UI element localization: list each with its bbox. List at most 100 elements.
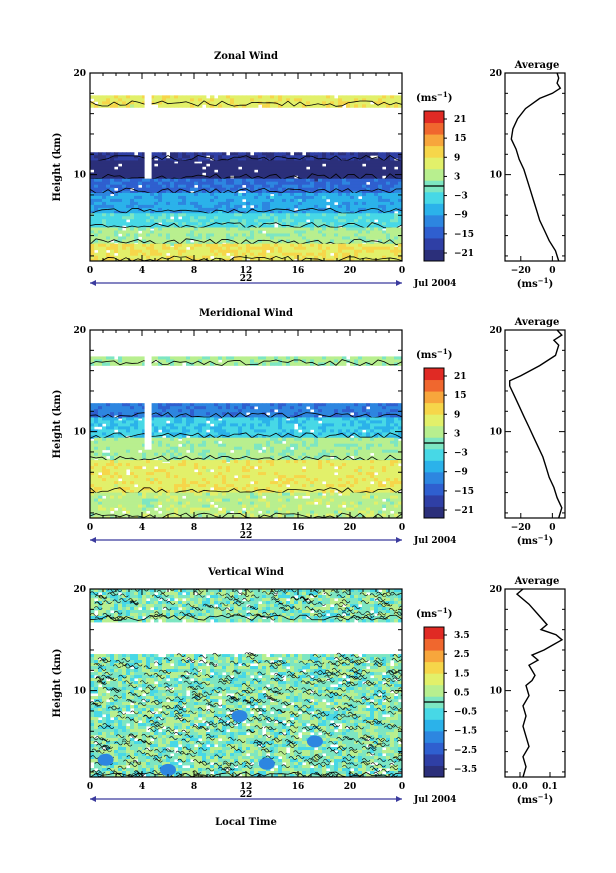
heatmap-cell [166, 426, 171, 430]
heatmap-cell [342, 213, 347, 217]
heatmap-cell [134, 95, 139, 99]
heatmap-cell [342, 152, 347, 156]
heatmap-cell [214, 435, 219, 439]
heatmap-cell [354, 225, 359, 229]
heatmap-cell [238, 201, 243, 206]
heatmap-cell [98, 409, 103, 413]
heatmap-cell [142, 178, 147, 183]
heatmap-cell [154, 406, 159, 410]
heatmap-cell [118, 255, 123, 260]
heatmap-cell [358, 359, 363, 363]
heatmap-cell [274, 230, 279, 234]
heatmap-cell [394, 239, 399, 243]
heatmap-cell [170, 230, 175, 234]
heatmap-cell [134, 160, 139, 164]
heatmap-cell [254, 155, 259, 159]
heatmap-cell [294, 449, 299, 454]
heatmap-cell [166, 432, 171, 436]
heatmap-cell [354, 236, 359, 240]
heatmap-cell [386, 192, 391, 197]
heatmap-cell [386, 169, 391, 173]
heatmap-cell [98, 420, 103, 424]
heatmap-cell [214, 104, 219, 108]
heatmap-cell [250, 166, 255, 170]
heatmap-cell [358, 210, 363, 215]
heatmap-cell [374, 184, 379, 189]
heatmap-cell [350, 195, 355, 200]
heatmap-cell [266, 252, 271, 257]
heatmap-cell [322, 236, 327, 240]
heatmap-cell [362, 98, 367, 102]
heatmap-cell [170, 239, 175, 243]
heatmap-cell [202, 446, 207, 451]
heatmap-cell [206, 417, 211, 421]
heatmap-cell [118, 426, 123, 430]
heatmap-cell [126, 249, 131, 254]
heatmap-cell [94, 435, 99, 439]
heatmap-cell [110, 213, 115, 217]
heatmap-cell [126, 192, 131, 197]
heatmap-cell [374, 190, 379, 195]
heatmap-cell [290, 204, 295, 209]
heatmap-cell [334, 219, 339, 223]
heatmap-cell [142, 152, 147, 156]
heatmap-cell [294, 409, 299, 413]
heatmap-cell [294, 246, 299, 251]
heatmap-cell [158, 155, 163, 159]
heatmap-cell [170, 104, 175, 108]
heatmap-cell [182, 403, 187, 407]
heatmap-cell [342, 236, 347, 240]
heatmap-cell [366, 222, 371, 226]
heatmap-cell [362, 184, 367, 189]
heatmap-cell [298, 207, 303, 212]
heatmap-cell [262, 437, 267, 442]
heatmap-cell [310, 356, 315, 360]
heatmap-cell [238, 255, 243, 260]
heatmap-cell [298, 356, 303, 360]
heatmap-cell [242, 452, 247, 457]
heatmap-cell [282, 449, 287, 454]
heatmap-cell [334, 195, 339, 200]
heatmap-cell [302, 192, 307, 197]
heatmap-cell [178, 417, 183, 421]
heatmap-cell [114, 426, 119, 430]
heatmap-cell [310, 216, 315, 220]
heatmap-cell [362, 169, 367, 173]
heatmap-cell [150, 101, 155, 105]
heatmap-cell [302, 216, 307, 220]
heatmap-cell [222, 163, 227, 167]
heatmap-cell [330, 440, 335, 445]
heatmap-cell [270, 166, 275, 170]
heatmap-cell [214, 423, 219, 427]
heatmap-cell [386, 449, 391, 454]
heatmap-cell [382, 255, 387, 260]
heatmap-cell [258, 258, 263, 261]
heatmap-cell [310, 362, 315, 366]
heatmap-cell [234, 429, 239, 433]
heatmap-cell [362, 204, 367, 209]
heatmap-cell [114, 423, 119, 427]
heatmap-cell [122, 163, 127, 167]
heatmap-cell [310, 204, 315, 209]
heatmap-cell [206, 178, 211, 183]
heatmap-cell [210, 204, 215, 209]
heatmap-cell [134, 104, 139, 108]
heatmap-cell [290, 403, 295, 407]
heatmap-cell [130, 210, 135, 215]
heatmap-cell [194, 233, 199, 237]
heatmap-cell [138, 178, 143, 183]
heatmap-cell [270, 184, 275, 189]
heatmap-cell [290, 172, 295, 176]
heatmap-cell [90, 403, 95, 407]
heatmap-cell [334, 239, 339, 243]
heatmap-cell [190, 216, 195, 220]
heatmap-cell [90, 175, 95, 179]
heatmap-cell [294, 219, 299, 223]
heatmap-cell [262, 166, 267, 170]
heatmap-cell [302, 426, 307, 430]
heatmap-cell [390, 440, 395, 445]
heatmap-cell [222, 160, 227, 164]
heatmap-cell [174, 252, 179, 257]
heatmap-cell [326, 195, 331, 200]
heatmap-cell [350, 101, 355, 105]
